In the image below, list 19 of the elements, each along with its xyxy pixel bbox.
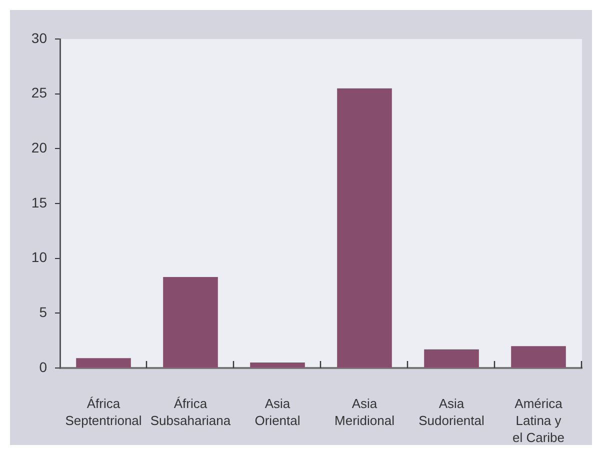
bar	[337, 88, 392, 368]
y-tick-label: 25	[31, 84, 48, 101]
y-tick-label: 30	[31, 30, 48, 46]
x-tick-label: América Latina y el Caribe	[512, 396, 565, 445]
x-tick-label: Asia Oriental	[254, 396, 300, 428]
bar	[511, 346, 566, 368]
y-tick-label: 20	[31, 140, 48, 156]
bar	[250, 362, 305, 368]
x-tick-label: África Septentrional	[65, 396, 142, 428]
bar	[424, 349, 479, 368]
bar	[76, 358, 131, 368]
y-tick-label: 15	[31, 194, 48, 210]
x-tick-label: África Subsahariana	[150, 396, 232, 428]
y-tick-label: 10	[31, 249, 48, 266]
bar	[163, 276, 218, 368]
y-tick-label: 0	[39, 358, 48, 375]
x-tick-label: Asia Meridional	[334, 396, 395, 428]
x-tick-label: Asia Sudoriental	[418, 396, 484, 428]
y-tick-label: 5	[39, 304, 48, 320]
